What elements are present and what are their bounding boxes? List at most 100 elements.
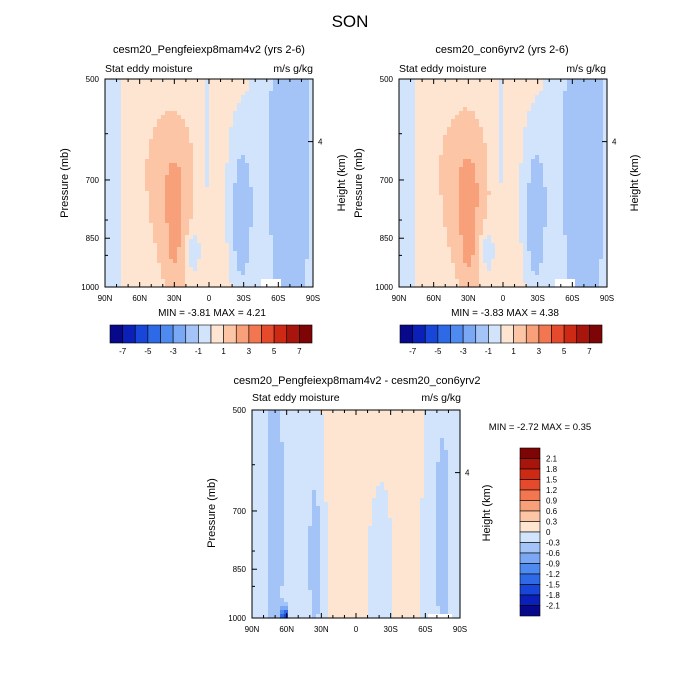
contour-cell: [463, 219, 468, 224]
contour-cell: [205, 99, 210, 104]
contour-cell: [603, 243, 608, 248]
contour-cell: [587, 167, 592, 172]
contour-cell: [479, 151, 484, 156]
contour-cell: [149, 119, 154, 124]
contour-cell: [563, 215, 568, 220]
contour-cell: [265, 167, 270, 172]
contour-cell: [475, 143, 480, 148]
contour-cell: [217, 183, 222, 188]
contour-cell: [531, 127, 536, 132]
contour-cell: [305, 143, 310, 148]
contour-cell: [523, 231, 528, 236]
contour-cell: [543, 95, 548, 100]
contour-cell: [503, 151, 508, 156]
contour-cell: [297, 279, 302, 284]
contour-cell: [237, 251, 242, 256]
contour-cell: [399, 95, 404, 100]
contour-cell: [551, 171, 556, 176]
contour-cell: [471, 95, 476, 100]
contour-cell: [471, 235, 476, 240]
contour-cell: [261, 235, 266, 240]
contour-cell: [137, 95, 142, 100]
contour-cell: [149, 187, 154, 192]
contour-cell: [225, 267, 230, 272]
contour-cell: [201, 239, 206, 244]
contour-cell: [579, 107, 584, 112]
contour-cell: [249, 183, 254, 188]
contour-cell: [185, 215, 190, 220]
contour-cell: [189, 179, 194, 184]
contour-cell: [189, 263, 194, 268]
contour-cell: [125, 135, 130, 140]
contour-cell: [523, 151, 528, 156]
contour-cell: [289, 207, 294, 212]
contour-cell: [439, 167, 444, 172]
contour-cell: [149, 195, 154, 200]
contour-cell: [269, 191, 274, 196]
contour-cell: [161, 91, 166, 96]
contour-cell: [229, 99, 234, 104]
contour-cell: [289, 231, 294, 236]
contour-cell: [117, 143, 122, 148]
contour-cell: [591, 227, 596, 232]
contour-cell: [309, 147, 314, 152]
contour-cell: [463, 87, 468, 92]
contour-cell: [575, 131, 580, 136]
contour-cell: [423, 163, 428, 168]
contour-cell: [579, 187, 584, 192]
contour-cell: [221, 83, 226, 88]
contour-cell: [109, 219, 114, 224]
contour-cell: [567, 239, 572, 244]
contour-cell: [523, 139, 528, 144]
contour-cell: [507, 119, 512, 124]
contour-cell: [439, 187, 444, 192]
contour-cell: [245, 247, 250, 252]
contour-cell: [221, 175, 226, 180]
contour-cell: [129, 155, 134, 160]
contour-cell: [173, 175, 178, 180]
contour-cell: [213, 111, 218, 116]
colorbar-swatch: [235, 324, 250, 344]
contour-cell: [527, 139, 532, 144]
contour-cell: [277, 95, 282, 100]
contour-cell: [133, 255, 138, 260]
contour-cell: [479, 79, 484, 84]
contour-cell: [201, 83, 206, 88]
contour-cell: [411, 107, 416, 112]
contour-cell: [121, 167, 126, 172]
contour-cell: [491, 119, 496, 124]
contour-cell: [213, 267, 218, 272]
contour-cell: [399, 107, 404, 112]
contour-cell: [419, 83, 424, 88]
contour-cell: [129, 179, 134, 184]
contour-cell: [587, 227, 592, 232]
contour-cell: [427, 171, 432, 176]
contour-cell: [571, 107, 576, 112]
contour-cell: [157, 243, 162, 248]
contour-cell: [447, 239, 452, 244]
contour-cell: [511, 179, 516, 184]
contour-cell: [599, 151, 604, 156]
contour-cell: [415, 195, 420, 200]
contour-cell: [463, 127, 468, 132]
contour-cell: [153, 83, 158, 88]
contour-cell: [423, 131, 428, 136]
contour-cell: [213, 259, 218, 264]
contour-cell: [237, 87, 242, 92]
contour-cell: [261, 91, 266, 96]
contour-cell: [531, 171, 536, 176]
contour-cell: [563, 135, 568, 140]
contour-cell: [281, 179, 286, 184]
contour-cell: [503, 99, 508, 104]
contour-cell: [535, 131, 540, 136]
contour-cell: [285, 179, 290, 184]
contour-cell: [427, 83, 432, 88]
contour-cell: [105, 163, 110, 168]
contour-cell: [189, 155, 194, 160]
contour-cell: [399, 147, 404, 152]
contour-cell: [193, 163, 198, 168]
contour-cell: [197, 227, 202, 232]
contour-cell: [225, 219, 230, 224]
contour-cell: [595, 107, 600, 112]
contour-cell: [137, 279, 142, 284]
